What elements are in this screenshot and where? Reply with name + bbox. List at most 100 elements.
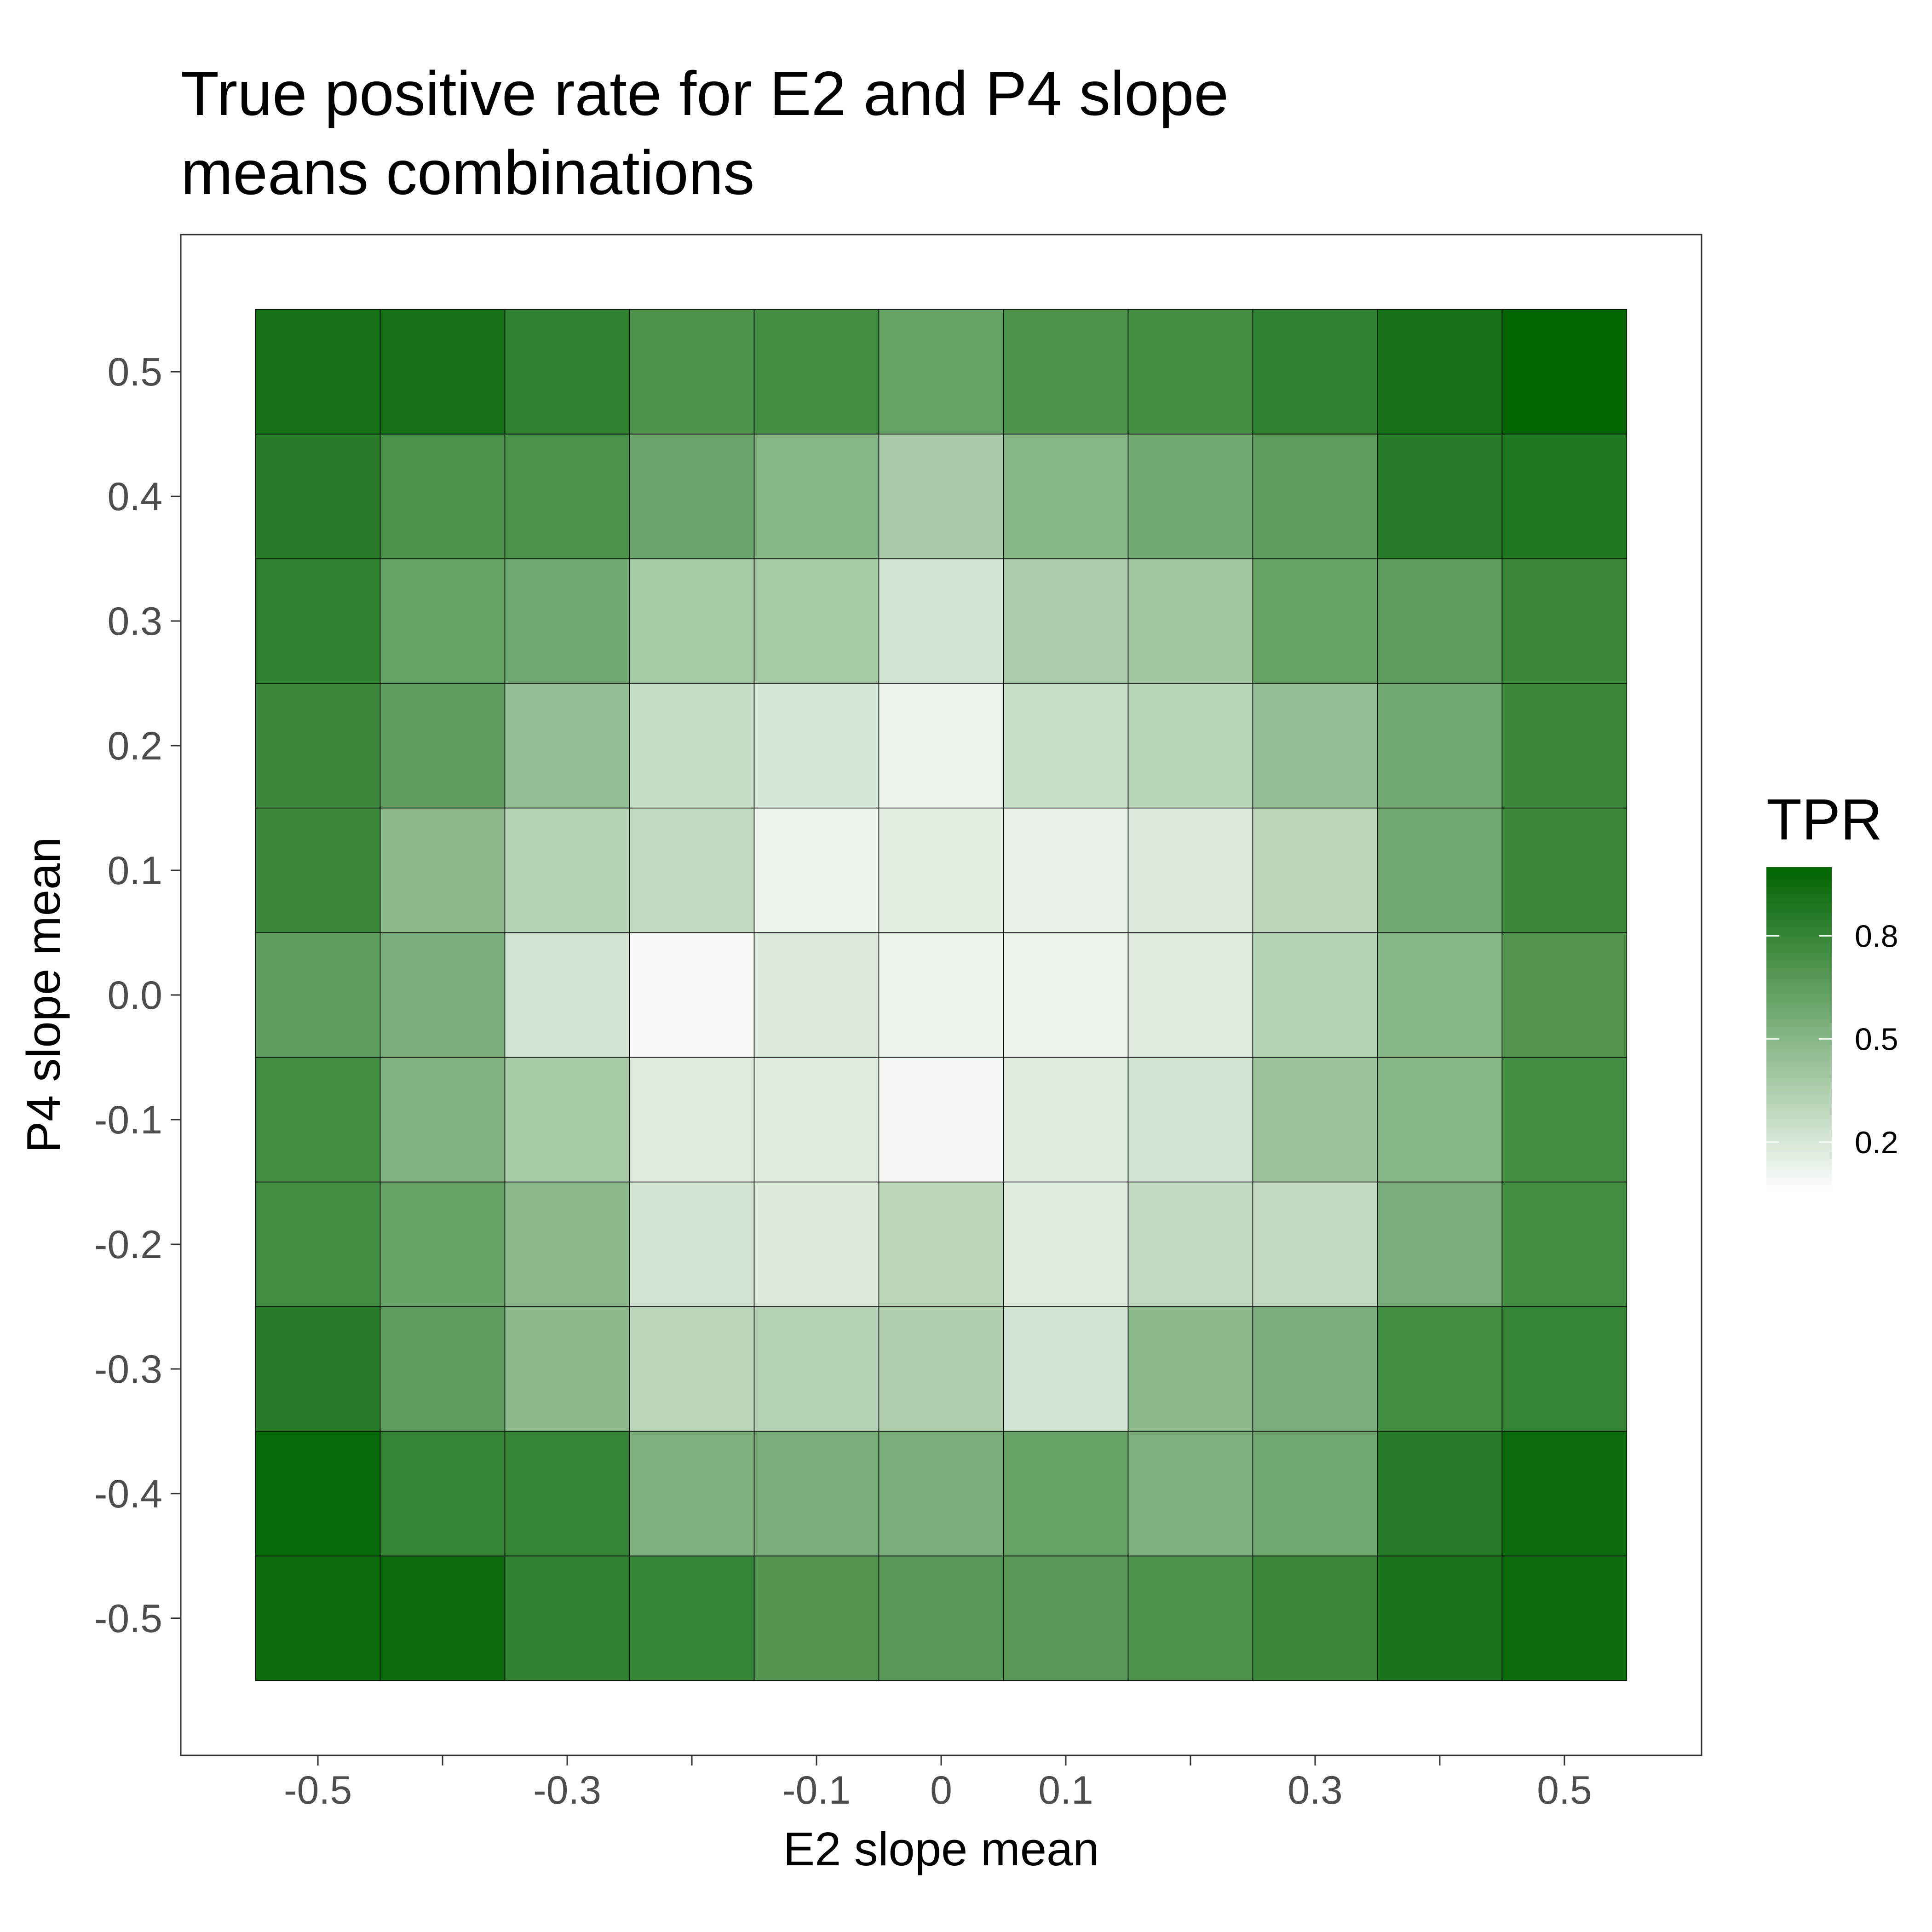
heatmap-cell: [1377, 433, 1503, 559]
heatmap-cell: [1501, 1431, 1627, 1557]
heatmap-cell: [1003, 1555, 1129, 1681]
heatmap-cell: [1377, 558, 1503, 684]
heatmap-cell: [1003, 1431, 1129, 1557]
y-tick-label: -0.5: [94, 1597, 162, 1641]
heatmap-cell: [1252, 1057, 1378, 1183]
heatmap-cell: [380, 433, 506, 559]
heatmap-cell: [1377, 1181, 1503, 1307]
y-axis: -0.5 -0.4 -0.3 -0.2 -0.1 0.0 0.1 0.2 0.3 0.4 0.5: [94, 350, 181, 1641]
heatmap-cell: [380, 807, 506, 933]
heatmap-cell: [255, 558, 381, 684]
heatmap-cell: [255, 1181, 381, 1307]
heatmap-cell: [878, 558, 1004, 684]
heatmap-cell: [753, 1555, 880, 1681]
y-tick-label: 0.2: [107, 724, 162, 768]
heatmap-cell: [1252, 309, 1378, 435]
y-tick-label: 0.1: [107, 849, 162, 893]
heatmap-cell: [1501, 932, 1627, 1058]
heatmap-cell: [1501, 433, 1627, 559]
heatmap-cell: [629, 558, 755, 684]
heatmap-cell: [629, 683, 755, 809]
heatmap-cell: [1127, 1306, 1254, 1432]
heatmap-cell: [504, 932, 630, 1058]
legend-tick-label: 0.8: [1855, 919, 1898, 954]
heatmap-cell: [629, 1057, 755, 1183]
heatmap-cell: [255, 1555, 381, 1681]
heatmap-cell: [1003, 807, 1129, 933]
heatmap-cell: [1003, 1181, 1129, 1307]
heatmap-cell: [1252, 1431, 1378, 1557]
legend-tick-label: 0.2: [1855, 1125, 1898, 1160]
heatmap-cell: [1127, 1057, 1254, 1183]
x-tick-label: 0.1: [1038, 1768, 1093, 1812]
y-tick-label: 0.5: [107, 350, 162, 394]
heatmap-cell: [1003, 433, 1129, 559]
legend-ticks: 0.8 0.5 0.2: [1766, 919, 1898, 1160]
heatmap-cell: [1252, 558, 1378, 684]
heatmap-cell: [1501, 1057, 1627, 1183]
heatmap-cell: [1377, 309, 1503, 435]
heatmap-cell: [878, 1181, 1004, 1307]
heatmap-cell: [504, 1181, 630, 1307]
heatmap-cell: [1377, 807, 1503, 933]
x-tick-label: 0.5: [1537, 1768, 1592, 1812]
chart-title-line-1: True positive rate for E2 and P4 slope: [181, 58, 1229, 128]
heatmap-cell: [1003, 1057, 1129, 1183]
heatmap-cell: [1501, 309, 1627, 435]
x-tick-label: -0.1: [782, 1768, 851, 1812]
heatmap-cell: [504, 1431, 630, 1557]
y-axis-title: P4 slope mean: [17, 837, 70, 1153]
heatmap-cell: [878, 1431, 1004, 1557]
heatmap-cell: [1003, 683, 1129, 809]
heatmap-cell: [380, 1306, 506, 1432]
heatmap-cell: [1127, 683, 1254, 809]
heatmap-cell: [1501, 1555, 1627, 1681]
heatmap-cell: [629, 807, 755, 933]
legend-title: TPR: [1766, 787, 1882, 852]
heatmap-cell: [255, 932, 381, 1058]
heatmap-cell: [629, 1306, 755, 1432]
heatmap-cell: [255, 1306, 381, 1432]
heatmap-cell: [1252, 1181, 1378, 1307]
heatmap-cell: [629, 309, 755, 435]
x-tick-label: -0.5: [284, 1768, 352, 1812]
heatmap-cell: [1501, 558, 1627, 684]
heatmap-cell: [629, 932, 755, 1058]
heatmap-cell: [1501, 807, 1627, 933]
y-tick-label: 0.0: [107, 973, 162, 1018]
heatmap-cell: [1501, 683, 1627, 809]
heatmap-cell: [380, 309, 506, 435]
heatmap-cell: [380, 1181, 506, 1307]
heatmap-cell: [380, 683, 506, 809]
heatmap-cell: [753, 807, 880, 933]
heatmap-cell: [255, 433, 381, 559]
heatmap-cell: [753, 558, 880, 684]
heatmap-cell: [629, 1431, 755, 1557]
heatmap-cell: [380, 1057, 506, 1183]
x-tick-label: 0: [930, 1768, 952, 1812]
y-tick-label: -0.1: [94, 1098, 162, 1142]
heatmap-cell: [255, 683, 381, 809]
heatmap-cell: [1252, 1555, 1378, 1681]
heatmap-cell: [1377, 1306, 1503, 1432]
legend-colorbar: [1766, 867, 1832, 1194]
heatmap-cell: [1252, 433, 1378, 559]
heatmap-cell: [1377, 932, 1503, 1058]
heatmap-cell: [1127, 1181, 1254, 1307]
heatmap-cell: [1252, 1306, 1378, 1432]
heatmap-cell: [1127, 433, 1254, 559]
x-axis-title: E2 slope mean: [783, 1823, 1099, 1875]
heatmap-cell: [878, 309, 1004, 435]
heatmap-cell: [380, 1555, 506, 1681]
heatmap-cell: [878, 433, 1004, 559]
heatmap-cell: [1127, 1555, 1254, 1681]
heatmap-cell: [1377, 1057, 1503, 1183]
heatmap-cell: [1377, 1555, 1503, 1681]
heatmap-cell: [1252, 932, 1378, 1058]
heatmap-cell: [1003, 309, 1129, 435]
heatmap-cell: [255, 807, 381, 933]
heatmap-cell: [878, 1306, 1004, 1432]
chart-title-line-2: means combinations: [181, 138, 754, 207]
heatmap-cells: [255, 309, 1627, 1681]
